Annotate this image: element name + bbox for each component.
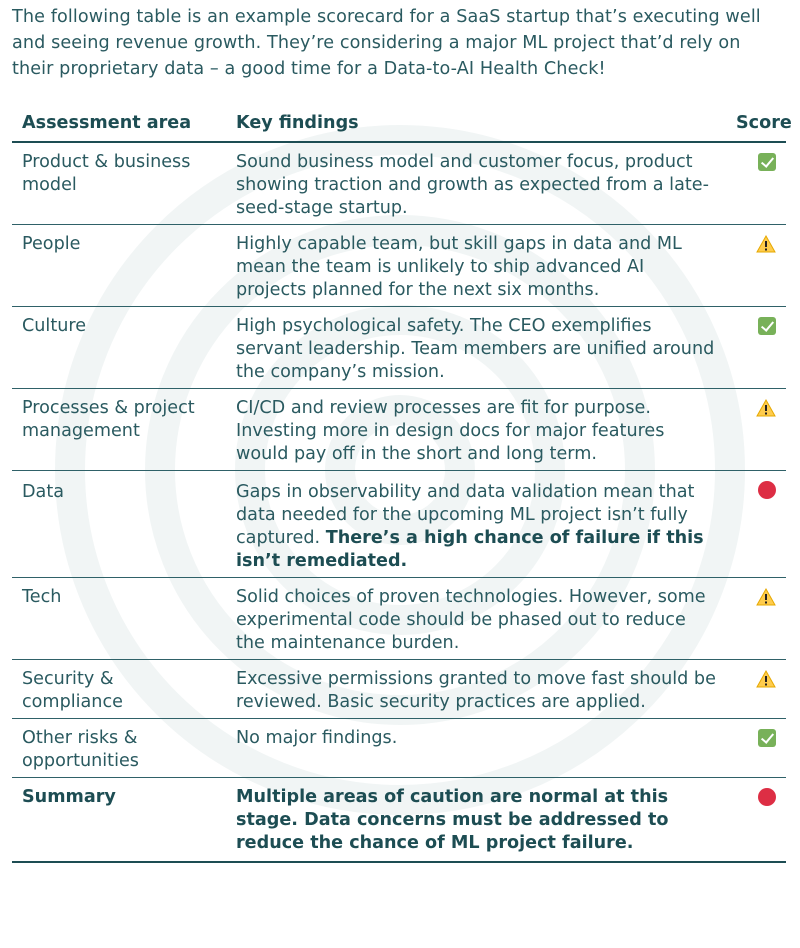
row-findings: No major findings.	[226, 718, 726, 778]
table-row: Culture High psychological safety. The C…	[12, 306, 786, 389]
row-findings: High psychological safety. The CEO exemp…	[226, 306, 726, 389]
summary-score	[726, 777, 786, 863]
red-circle-icon	[758, 481, 776, 499]
header-score: Score	[726, 105, 792, 143]
table-row: Data Gaps in observability and data vali…	[12, 470, 786, 578]
table-row: Security & compliance Excessive permissi…	[12, 659, 786, 719]
row-score	[726, 306, 786, 389]
row-area: Processes & project management	[12, 388, 226, 471]
table-row: Product & business model Sound business …	[12, 142, 786, 225]
row-findings: Gaps in observability and data validatio…	[226, 470, 726, 578]
row-findings: Excessive permissions granted to move fa…	[226, 659, 726, 719]
summary-label: Summary	[12, 777, 226, 863]
row-area: People	[12, 224, 226, 307]
table-row: Tech Solid choices of proven technologie…	[12, 577, 786, 660]
row-score	[726, 388, 786, 471]
row-findings: Highly capable team, but skill gaps in d…	[226, 224, 726, 307]
header-assessment-area: Assessment area	[12, 105, 226, 143]
check-icon	[758, 729, 776, 747]
row-area: Culture	[12, 306, 226, 389]
row-area: Security & compliance	[12, 659, 226, 719]
check-icon	[758, 317, 776, 335]
table-row: Processes & project management CI/CD and…	[12, 388, 786, 471]
row-findings: Solid choices of proven technologies. Ho…	[226, 577, 726, 660]
row-area: Tech	[12, 577, 226, 660]
warning-icon	[756, 399, 776, 417]
row-score	[726, 142, 786, 225]
row-area: Product & business model	[12, 142, 226, 225]
warning-icon	[756, 670, 776, 688]
red-circle-icon	[758, 788, 776, 806]
scorecard-table: Assessment area Key findings Score Produ…	[12, 105, 792, 863]
row-score	[726, 470, 786, 578]
row-area: Other risks & opportunities	[12, 718, 226, 778]
row-findings: CI/CD and review processes are fit for p…	[226, 388, 726, 471]
row-score	[726, 659, 786, 719]
row-score	[726, 577, 786, 660]
intro-paragraph: The following table is an example scorec…	[12, 7, 761, 79]
summary-findings: Multiple areas of caution are normal at …	[226, 777, 726, 863]
table-row: People Highly capable team, but skill ga…	[12, 224, 786, 307]
table-row: Other risks & opportunities No major fin…	[12, 718, 786, 778]
summary-row: Summary Multiple areas of caution are no…	[12, 777, 786, 863]
row-findings: Sound business model and customer focus,…	[226, 142, 726, 225]
warning-icon	[756, 235, 776, 253]
header-key-findings: Key findings	[226, 105, 726, 143]
check-icon	[758, 153, 776, 171]
row-score	[726, 224, 786, 307]
row-score	[726, 718, 786, 778]
row-area: Data	[12, 470, 226, 578]
table-header-row: Assessment area Key findings Score	[12, 105, 792, 143]
warning-icon	[756, 588, 776, 606]
